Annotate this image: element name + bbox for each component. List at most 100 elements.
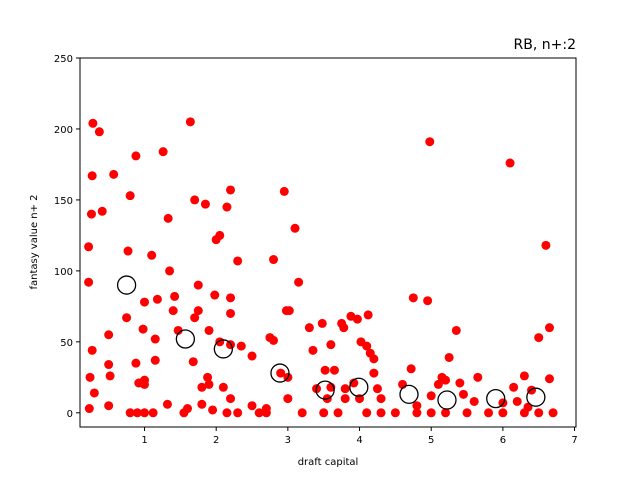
point — [85, 372, 95, 382]
point — [170, 291, 180, 301]
y-tick-label: 50 — [60, 338, 73, 349]
point — [279, 186, 289, 196]
point — [88, 118, 98, 128]
point — [426, 408, 436, 418]
point — [140, 379, 150, 389]
point — [140, 297, 150, 307]
point — [210, 290, 220, 300]
point — [326, 340, 336, 350]
point — [458, 389, 468, 399]
point — [254, 408, 264, 418]
point — [193, 306, 203, 316]
point — [329, 365, 339, 375]
x-tick-label: 6 — [500, 435, 506, 446]
point — [87, 345, 97, 355]
point — [363, 310, 373, 320]
mean-marker — [175, 329, 196, 349]
point — [512, 396, 522, 406]
point — [441, 375, 451, 385]
point — [140, 408, 150, 418]
point — [462, 408, 472, 418]
point — [509, 382, 519, 392]
point — [372, 384, 382, 394]
point — [519, 371, 529, 381]
point — [408, 293, 418, 303]
mean-marker — [486, 388, 506, 409]
point — [473, 372, 483, 382]
point — [109, 169, 119, 179]
point — [541, 240, 551, 250]
point — [261, 404, 271, 414]
plot-frame — [79, 57, 577, 428]
point — [197, 382, 207, 392]
point — [104, 401, 114, 411]
point — [125, 408, 135, 418]
point — [94, 127, 104, 137]
point — [455, 378, 465, 388]
point — [308, 345, 318, 355]
point — [362, 341, 372, 351]
point — [188, 357, 198, 367]
point — [138, 324, 148, 334]
point — [190, 195, 200, 205]
point — [349, 378, 359, 388]
point — [215, 337, 225, 347]
point — [340, 384, 350, 394]
mean-marker — [437, 390, 457, 410]
point — [451, 325, 461, 335]
point — [505, 158, 515, 168]
point — [168, 306, 178, 316]
point — [218, 382, 228, 392]
point — [294, 277, 304, 287]
point — [152, 294, 162, 304]
point — [226, 308, 236, 318]
point — [183, 404, 193, 414]
point — [122, 313, 132, 323]
mean-marker — [213, 339, 234, 359]
mean-marker — [270, 363, 290, 383]
point — [426, 391, 436, 401]
point — [333, 408, 343, 418]
point — [317, 318, 327, 328]
point — [233, 408, 243, 418]
point — [226, 293, 236, 303]
point — [390, 408, 400, 418]
point — [190, 313, 200, 323]
point — [222, 202, 232, 212]
point — [519, 408, 529, 418]
point — [498, 408, 508, 418]
point — [233, 256, 243, 266]
point — [204, 379, 214, 389]
chart-title: RB, n+:2 — [514, 37, 576, 53]
point — [226, 394, 236, 404]
point — [97, 206, 107, 216]
point — [544, 374, 554, 384]
y-tick-label: 0 — [67, 409, 73, 420]
x-tick-label: 7 — [571, 435, 577, 446]
point — [412, 408, 422, 418]
point — [162, 399, 172, 409]
point — [247, 351, 257, 361]
point — [87, 171, 97, 181]
point — [150, 355, 160, 365]
point — [444, 352, 454, 362]
point — [376, 408, 386, 418]
point — [362, 408, 372, 418]
mean-marker — [315, 380, 335, 400]
point — [125, 191, 135, 201]
y-tick-label: 200 — [54, 125, 73, 136]
point — [84, 242, 94, 252]
point — [469, 396, 479, 406]
point — [204, 325, 214, 335]
mean-marker — [526, 387, 546, 407]
point — [131, 151, 141, 161]
point — [132, 408, 142, 418]
mean-marker — [116, 275, 137, 295]
point — [215, 230, 225, 240]
point — [226, 185, 236, 195]
point — [105, 371, 115, 381]
point — [123, 246, 133, 256]
point — [297, 408, 307, 418]
point — [131, 358, 141, 368]
